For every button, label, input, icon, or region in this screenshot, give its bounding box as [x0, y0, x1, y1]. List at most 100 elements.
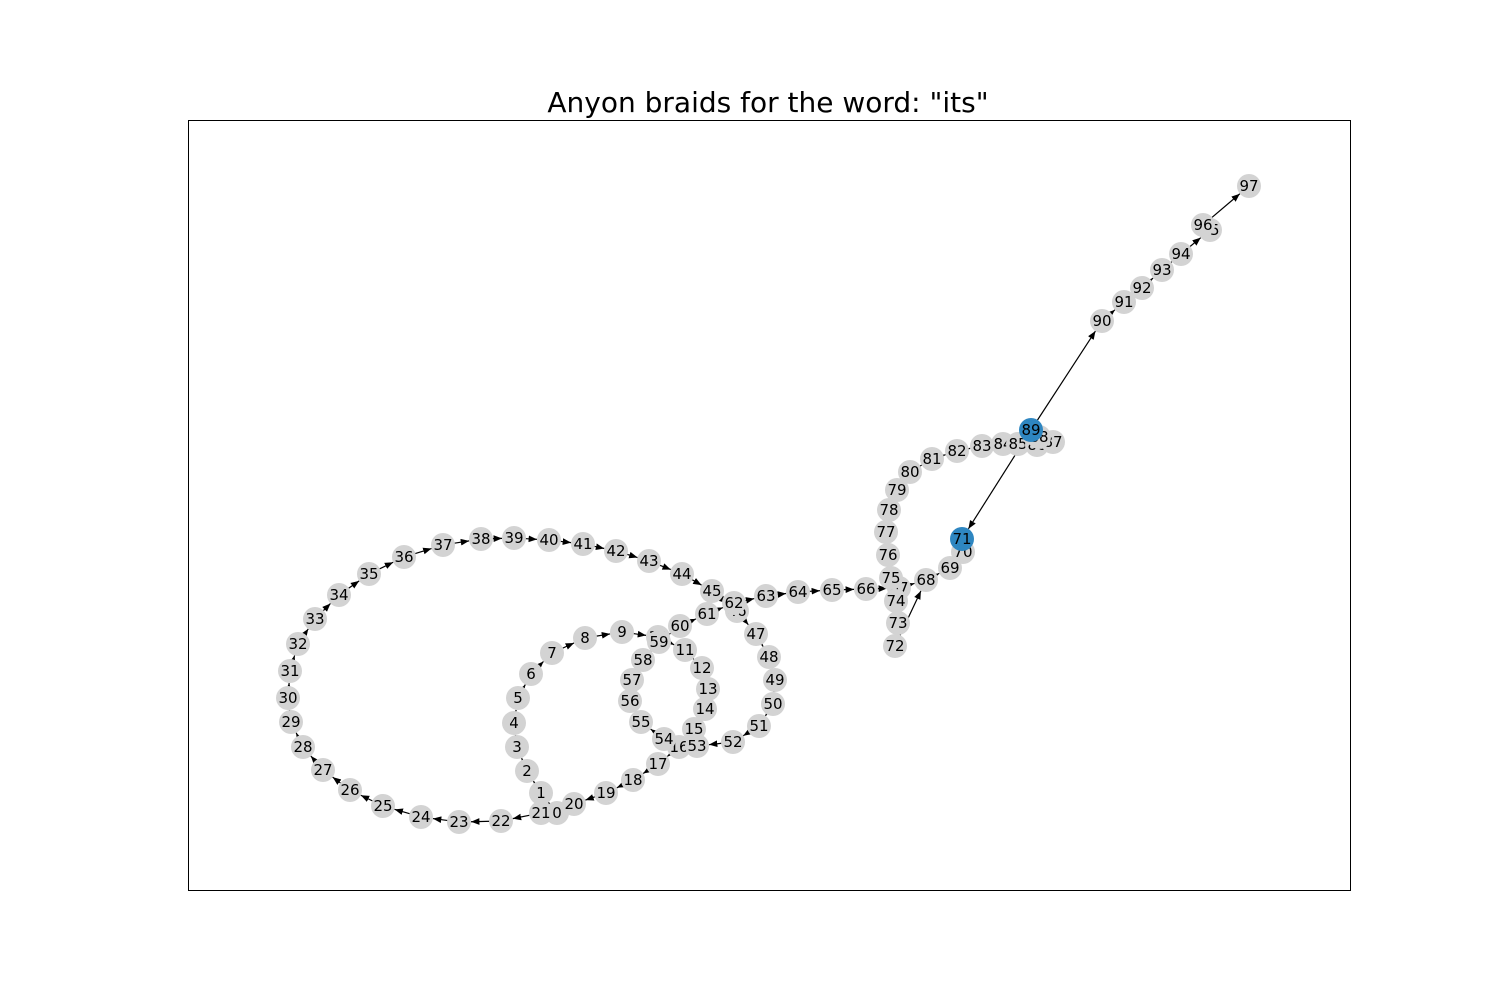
node-label: 81 — [922, 450, 941, 468]
edge-7-8 — [560, 642, 575, 650]
node-label: 64 — [788, 583, 807, 601]
node-label: 80 — [900, 463, 919, 481]
node-54: 54 — [652, 727, 676, 751]
node-label: 12 — [692, 659, 711, 677]
node-label: 13 — [698, 680, 717, 698]
edge-9-10 — [631, 630, 647, 638]
node-label: 40 — [539, 531, 558, 549]
node-79: 79 — [885, 478, 909, 502]
node-52: 52 — [721, 730, 745, 754]
node-label: 71 — [952, 530, 971, 548]
node-circle — [276, 686, 300, 710]
node-32: 32 — [286, 632, 310, 656]
node-7: 7 — [540, 641, 564, 665]
node-circle — [757, 645, 781, 669]
node-61: 61 — [695, 602, 719, 626]
node-label: 8 — [580, 629, 590, 647]
node-label: 57 — [622, 671, 641, 689]
node-label: 91 — [1114, 293, 1133, 311]
node-18: 18 — [621, 768, 645, 792]
node-circle — [874, 520, 898, 544]
node-63: 63 — [754, 584, 778, 608]
node-label: 60 — [670, 617, 689, 635]
node-circle — [786, 580, 810, 604]
node-label: 35 — [359, 565, 378, 583]
node-circle — [646, 752, 670, 776]
edge-40-41 — [558, 538, 572, 545]
node-label: 6 — [526, 665, 536, 683]
node-37: 37 — [431, 533, 455, 557]
node-label: 44 — [672, 565, 691, 583]
node-44: 44 — [670, 562, 694, 586]
node-circle — [573, 626, 597, 650]
node-label: 38 — [471, 530, 490, 548]
node-20: 20 — [562, 792, 586, 816]
node-74: 74 — [884, 589, 908, 613]
node-2: 2 — [515, 759, 539, 783]
node-circle — [604, 539, 628, 563]
node-circle — [820, 578, 844, 602]
node-9: 9 — [610, 620, 634, 644]
node-27: 27 — [311, 758, 335, 782]
node-45: 45 — [700, 579, 724, 603]
node-label: 30 — [278, 689, 297, 707]
node-57: 57 — [620, 668, 644, 692]
figure-title: Anyon braids for the word: "its" — [547, 86, 988, 119]
node-circle — [1019, 418, 1043, 442]
node-label: 7 — [547, 644, 557, 662]
node-label: 0 — [552, 804, 562, 822]
node-circle — [357, 562, 381, 586]
node-circle — [854, 577, 878, 601]
node-label: 24 — [411, 808, 430, 826]
node-6: 6 — [519, 662, 543, 686]
node-circle — [620, 668, 644, 692]
node-14: 14 — [693, 697, 717, 721]
node-circle — [754, 584, 778, 608]
node-76: 76 — [876, 543, 900, 567]
edge-34-35 — [346, 580, 360, 590]
node-circle — [469, 527, 493, 551]
node-label: 17 — [648, 755, 667, 773]
node-circle — [693, 697, 717, 721]
node-circle — [884, 589, 908, 613]
node-64: 64 — [786, 580, 810, 604]
node-60: 60 — [668, 614, 692, 638]
node-circle — [1169, 242, 1193, 266]
node-label: 56 — [620, 692, 639, 710]
node-71: 71 — [950, 527, 974, 551]
node-label: 50 — [763, 695, 782, 713]
node-label: 78 — [879, 501, 898, 519]
node-circle — [431, 533, 455, 557]
node-circle — [647, 630, 671, 654]
node-circle — [610, 620, 634, 644]
node-81: 81 — [920, 447, 944, 471]
node-56: 56 — [618, 689, 642, 713]
node-circle — [529, 781, 553, 805]
node-circle — [668, 614, 692, 638]
node-8: 8 — [573, 626, 597, 650]
node-label: 97 — [1239, 177, 1258, 195]
node-label: 47 — [746, 625, 765, 643]
node-circle — [562, 792, 586, 816]
node-circle — [761, 692, 785, 716]
node-circle — [950, 527, 974, 551]
edge-8-9 — [594, 631, 611, 639]
node-label: 77 — [876, 523, 895, 541]
node-circle — [519, 662, 543, 686]
node-77: 77 — [874, 520, 898, 544]
node-circle — [914, 568, 938, 592]
node-41: 41 — [571, 532, 595, 556]
node-circle — [1237, 174, 1261, 198]
node-circle — [506, 686, 530, 710]
node-label: 32 — [288, 635, 307, 653]
node-11: 11 — [673, 638, 697, 662]
node-83: 83 — [970, 434, 994, 458]
node-layer: 0123456789101112131415161718192021222324… — [276, 174, 1261, 834]
node-circle — [763, 668, 787, 692]
node-circle — [685, 734, 709, 758]
node-circle — [700, 579, 724, 603]
node-label: 82 — [947, 442, 966, 460]
node-label: 41 — [573, 535, 592, 553]
edge-43-44 — [658, 563, 672, 571]
